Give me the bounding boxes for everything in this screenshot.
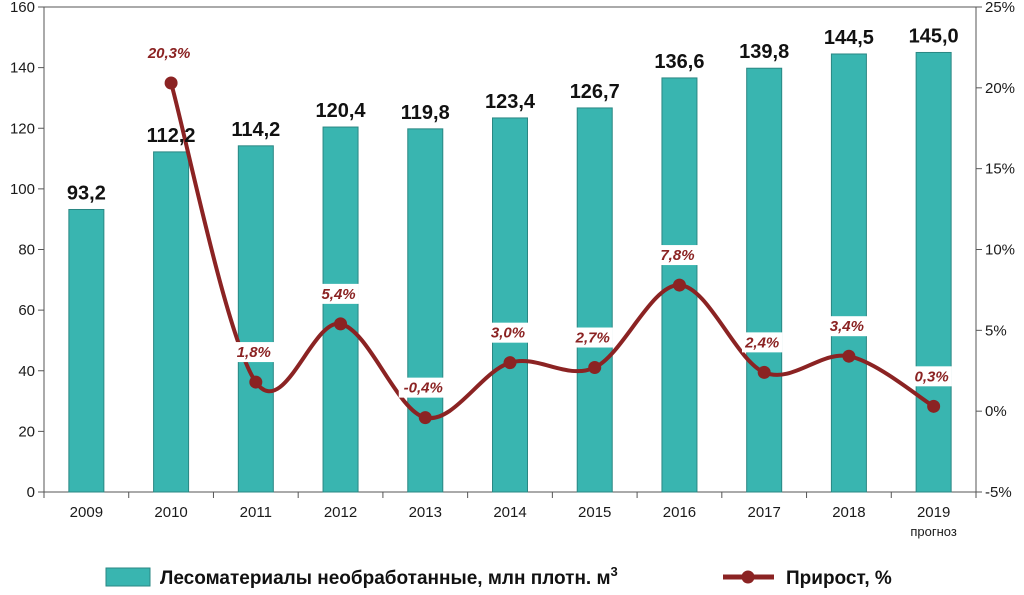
- x-axis-tick-label: 2015: [578, 504, 611, 521]
- bar-value-label: 126,7: [570, 81, 620, 103]
- growth-point[interactable]: [503, 356, 517, 370]
- growth-point[interactable]: [927, 399, 941, 413]
- bar[interactable]: [915, 51, 952, 493]
- bar[interactable]: [492, 117, 528, 493]
- growth-point[interactable]: [249, 375, 263, 389]
- growth-point[interactable]: [757, 365, 771, 379]
- x-axis-tick-label: 2012: [324, 504, 357, 521]
- growth-point[interactable]: [164, 76, 178, 90]
- x-axis-tick-label: 2013: [409, 504, 442, 521]
- x-axis-tick-label: 2009: [70, 504, 103, 521]
- bar[interactable]: [746, 67, 783, 493]
- growth-value-label: 2,7%: [575, 330, 610, 347]
- x-axis-tick-label: 2017: [747, 504, 780, 521]
- growth-label-bg: [572, 327, 613, 348]
- right-axis-tick-label: 15%: [985, 161, 1015, 178]
- left-axis-tick-label: 60: [18, 302, 35, 319]
- legend-line-label: Прирост, %: [786, 568, 892, 589]
- growth-value-label: 3,4%: [830, 318, 864, 335]
- growth-value-label: 2,4%: [744, 334, 779, 351]
- left-axis-tick-label: 100: [10, 181, 35, 198]
- right-axis-tick-label: 0%: [985, 403, 1007, 420]
- left-axis-tick-label: 20: [18, 423, 35, 440]
- legend-bar-swatch: [105, 567, 151, 587]
- right-axis-tick-label: 25%: [985, 0, 1015, 16]
- growth-point[interactable]: [588, 361, 602, 375]
- bar-value-label: 93,2: [67, 182, 106, 204]
- growth-label-bg: [911, 366, 952, 387]
- bar-value-label: 136,6: [654, 51, 704, 73]
- growth-label-bg: [826, 316, 868, 337]
- left-axis-tick-label: 40: [18, 363, 35, 380]
- growth-label-bg: [657, 245, 698, 266]
- right-axis-tick-label: 10%: [985, 242, 1015, 259]
- bar-value-label: 112,2: [147, 125, 196, 147]
- bar-value-label: 119,8: [401, 102, 450, 124]
- growth-label-bg: [487, 322, 529, 343]
- growth-point[interactable]: [334, 317, 348, 331]
- bar[interactable]: [407, 128, 444, 493]
- bar[interactable]: [68, 208, 105, 493]
- right-axis-tick-label: 20%: [985, 80, 1015, 97]
- growth-point[interactable]: [418, 411, 432, 425]
- growth-value-label: 7,8%: [660, 247, 694, 264]
- right-axis-tick-label: -5%: [985, 484, 1012, 501]
- x-axis-tick-label: 2014: [493, 504, 526, 521]
- left-axis-tick-label: 0: [27, 484, 35, 501]
- x-axis-tick-label: 2011: [240, 504, 272, 521]
- bar-value-label: 123,4: [485, 91, 536, 113]
- bar-value-label: 120,4: [316, 100, 367, 122]
- bar[interactable]: [322, 126, 359, 493]
- right-axis-tick-label: 5%: [985, 322, 1007, 339]
- growth-label-bg: [741, 332, 783, 353]
- bar-value-label: 145,0: [909, 25, 959, 47]
- bar[interactable]: [153, 151, 190, 493]
- growth-value-label: -0,4%: [404, 380, 443, 397]
- left-axis-tick-label: 140: [10, 60, 35, 77]
- left-axis-tick-label: 80: [18, 242, 35, 259]
- x-axis-note: прогноз: [910, 524, 957, 539]
- legend-bar-label: Лесоматериалы необработанные, млн плотн.…: [160, 564, 618, 589]
- left-axis-tick-label: 120: [10, 120, 35, 137]
- bar[interactable]: [830, 53, 867, 493]
- x-axis-tick-label: 2019: [917, 504, 950, 521]
- growth-value-label: 5,4%: [321, 286, 355, 303]
- growth-value-label: 0,3%: [915, 368, 949, 385]
- growth-point[interactable]: [672, 278, 686, 292]
- x-axis-tick-label: 2018: [832, 504, 865, 521]
- bar-value-label: 114,2: [231, 119, 280, 141]
- bar-value-label: 139,8: [739, 41, 789, 63]
- growth-point[interactable]: [842, 349, 856, 363]
- legend-line-marker: [741, 570, 755, 584]
- growth-line: [169, 82, 935, 420]
- x-axis-tick-label: 2016: [663, 504, 696, 521]
- growth-label-bg: [233, 342, 275, 363]
- growth-label-bg: [318, 283, 359, 304]
- growth-value-label: 20,3%: [147, 45, 191, 62]
- x-axis-tick-label: 2010: [154, 504, 187, 521]
- growth-value-label: 3,0%: [491, 325, 525, 342]
- bar[interactable]: [237, 145, 274, 493]
- bar-value-label: 144,5: [824, 27, 874, 49]
- growth-label-bg: [398, 377, 448, 398]
- growth-value-label: 1,8%: [237, 344, 271, 361]
- bar[interactable]: [576, 107, 613, 493]
- left-axis-tick-label: 160: [10, 0, 35, 16]
